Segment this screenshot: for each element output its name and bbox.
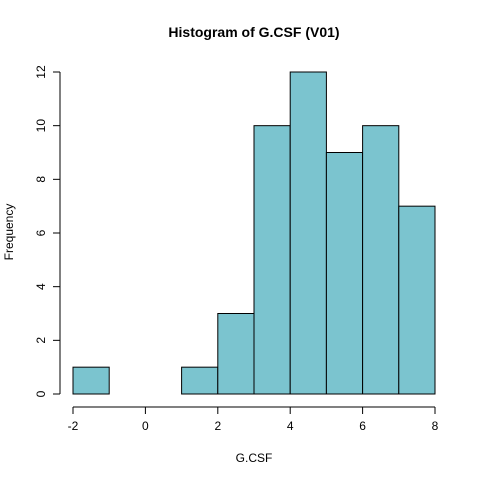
bars-group [72, 71, 436, 395]
x-tick-label: 2 [214, 419, 221, 433]
histogram-bar-7 [325, 152, 364, 395]
chart-title: Histogram of G.CSF (V01) [168, 24, 339, 40]
y-tick-label: 12 [34, 65, 48, 79]
x-tick-label: -2 [68, 419, 79, 433]
histogram-bar-9 [398, 205, 436, 395]
histogram-bar-3 [181, 366, 219, 395]
y-tick-label: 8 [34, 176, 48, 183]
y-axis-label: Frequency [2, 204, 16, 261]
x-axis-label: G.CSF [236, 451, 273, 465]
y-tick-label: 4 [34, 283, 48, 290]
histogram-bar-0 [72, 366, 110, 395]
x-tick-label: 8 [432, 419, 439, 433]
histogram-bar-8 [362, 125, 400, 395]
y-axis: 0 2 4 6 8 10 12 [34, 65, 61, 397]
histogram-bar-4 [217, 313, 255, 395]
y-tick-label: 2 [34, 337, 48, 344]
x-axis: -2 0 2 4 6 8 [68, 406, 439, 433]
histogram-bar-6 [289, 71, 327, 395]
histogram-bar-5 [253, 125, 291, 395]
y-tick-label: 10 [34, 119, 48, 133]
y-tick-label: 0 [34, 390, 48, 397]
x-tick-label: 6 [359, 419, 366, 433]
x-tick-label: 4 [287, 419, 294, 433]
y-tick-label: 6 [34, 229, 48, 236]
x-tick-label: 0 [142, 419, 149, 433]
